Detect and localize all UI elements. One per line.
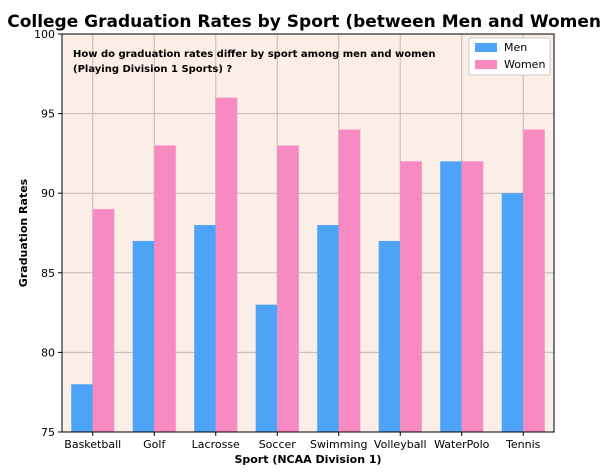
x-tick-label: Tennis	[505, 438, 541, 451]
x-tick-label: Golf	[143, 438, 166, 451]
annotation-line-1: How do graduation rates differ by sport …	[73, 49, 435, 60]
bar-women-basketball	[92, 209, 115, 432]
legend: Men Women	[468, 37, 551, 76]
bar-men-waterpolo	[440, 161, 462, 433]
y-axis-ticks: 75 80 85 90 95 100	[34, 28, 62, 439]
x-tick-label: WaterPolo	[434, 438, 490, 451]
bar-women-tennis	[523, 129, 545, 432]
bar-women-golf	[154, 145, 176, 432]
bar-men-soccer	[255, 304, 278, 432]
legend-swatch-women	[475, 60, 497, 69]
bar-men-golf	[132, 240, 155, 432]
bar-men-tennis	[501, 193, 524, 432]
bars	[71, 97, 545, 433]
bar-men-lacrosse	[194, 225, 216, 432]
y-tick-label: 80	[41, 346, 55, 359]
bar-women-lacrosse	[215, 97, 238, 433]
bar-men-volleyball	[378, 240, 401, 432]
x-axis-label: Sport (NCAA Division 1)	[234, 453, 381, 466]
y-tick-label: 95	[41, 108, 55, 121]
plot-frame	[61, 33, 555, 433]
chart-title: College Graduation Rates by Sport (betwe…	[7, 12, 602, 32]
y-tick-label: 90	[41, 187, 55, 200]
x-tick-label: Soccer	[259, 438, 297, 451]
x-tick-label: Swimming	[310, 438, 367, 451]
bar-men-swimming	[317, 225, 339, 432]
x-tick-label: Volleyball	[374, 438, 427, 451]
x-axis-ticks: Basketball Golf Lacrosse Soccer Swimming Voll…	[64, 432, 541, 451]
bar-women-soccer	[277, 145, 299, 432]
legend-label-men: Men	[504, 41, 527, 54]
bar-women-waterpolo	[461, 161, 484, 433]
bar-women-volleyball	[400, 161, 422, 433]
x-tick-label: Basketball	[64, 438, 121, 451]
legend-label-women: Women	[504, 58, 545, 71]
y-tick-label: 100	[34, 28, 55, 41]
bar-men-basketball	[71, 384, 93, 432]
y-axis-label: Graduation Rates	[17, 178, 30, 287]
y-tick-label: 85	[41, 267, 55, 280]
x-tick-label: Lacrosse	[192, 438, 240, 451]
annotation-line-2: (Playing Division 1 Sports) ?	[73, 64, 232, 75]
bar-women-swimming	[338, 129, 361, 432]
legend-swatch-men	[475, 43, 497, 52]
y-tick-label: 75	[41, 426, 55, 439]
